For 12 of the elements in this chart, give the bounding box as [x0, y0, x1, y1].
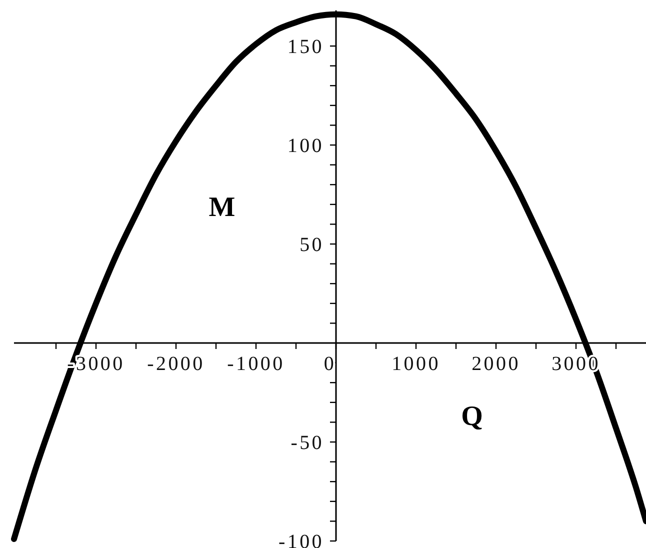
y-tick-label: 50: [300, 234, 324, 256]
y-tick-label: 150: [287, 36, 324, 58]
x-tick-label: -1000: [227, 353, 285, 376]
x-axis-title: Q: [461, 401, 483, 432]
y-tick-label: -50: [290, 432, 324, 454]
x-tick-label: 1000: [392, 353, 440, 376]
y-tick-label: -100: [278, 531, 324, 548]
x-tick-label: 0: [324, 353, 336, 376]
y-tick-label: 100: [287, 135, 324, 158]
x-tick-label: -2000: [147, 353, 205, 376]
x-tick-label: 2000: [472, 353, 520, 376]
y-axis-title: M: [208, 192, 236, 223]
